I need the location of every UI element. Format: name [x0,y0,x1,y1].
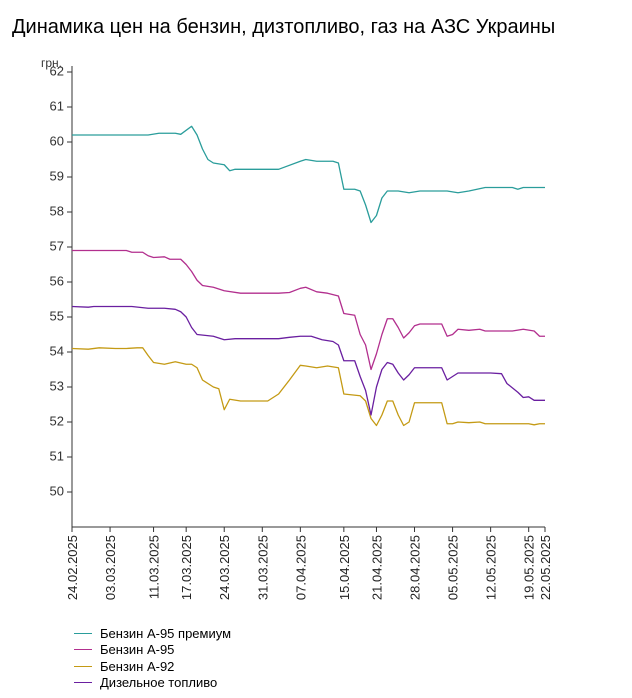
y-tick-label: 51 [50,448,64,463]
y-tick-label: 55 [50,308,64,323]
chart-legend: Бензин А-95 премиум Бензин А-95 Бензин А-9… [74,625,231,691]
x-tick-label: 24.03.2025 [217,535,232,600]
chart-title: Динамика цен на бензин, дизтопливо, газ … [12,16,556,38]
x-tick-label: 03.03.2025 [103,535,118,600]
x-tick-label: 31.03.2025 [255,535,270,600]
y-axis-unit-label: грн. [41,56,63,70]
axes: 50 51 52 53 54 55 56 57 58 59 60 61 62 24.02.2025 03.0… [50,63,553,600]
y-tick-label: 56 [50,273,64,288]
x-tick-label: 11.03.2025 [147,535,162,599]
x-tick-label: 15.04.2025 [337,535,352,600]
y-tick-label: 60 [50,133,64,148]
legend-swatch [74,665,92,667]
legend-swatch [74,632,92,634]
legend-swatch [74,649,92,651]
y-tick-label: 50 [50,483,64,498]
x-tick-label: 07.04.2025 [293,535,308,600]
legend-swatch [74,682,92,684]
legend-item[interactable]: Бензин А-95 [74,642,231,659]
series-line-1 [72,125,545,224]
y-tick-label: 54 [50,343,64,358]
legend-item[interactable]: Бензин А-92 [74,658,231,675]
series-line-2 [72,249,545,371]
x-tick-label: 28.04.2025 [408,535,423,600]
x-tick-label: 21.04.2025 [369,535,384,600]
x-tick-label: 22.05.2025 [538,535,553,600]
legend-label: Бензин А-95 [100,642,175,658]
y-tick-label: 52 [50,413,64,428]
series-lines [71,125,545,427]
series-line-3 [71,347,545,427]
legend-label: Бензин А-92 [100,658,175,674]
legend-label: Дизельное топливо [100,675,218,691]
x-tick-label: 17.03.2025 [179,535,194,600]
y-tick-label: 59 [50,168,64,183]
legend-item[interactable]: Бензин А-95 премиум [74,625,231,642]
y-tick-label: 62 [50,63,64,78]
x-tick-label: 12.05.2025 [484,535,499,600]
x-tick-label: 05.05.2025 [446,535,461,600]
y-tick-label: 61 [50,98,64,113]
legend-item[interactable]: Дизельное топливо [74,675,231,692]
price-line-chart: 50 51 52 53 54 55 56 57 58 59 60 61 62 24.02.2025 03.0… [50,63,553,600]
legend-label: Бензин А-95 премиум [100,625,232,641]
y-tick-label: 58 [50,203,64,218]
x-tick-label: 19.05.2025 [522,535,537,600]
x-tick-label: 24.02.2025 [65,535,80,600]
y-tick-label: 53 [50,378,64,393]
y-tick-label: 57 [50,238,64,253]
series-line-4 [71,305,545,416]
